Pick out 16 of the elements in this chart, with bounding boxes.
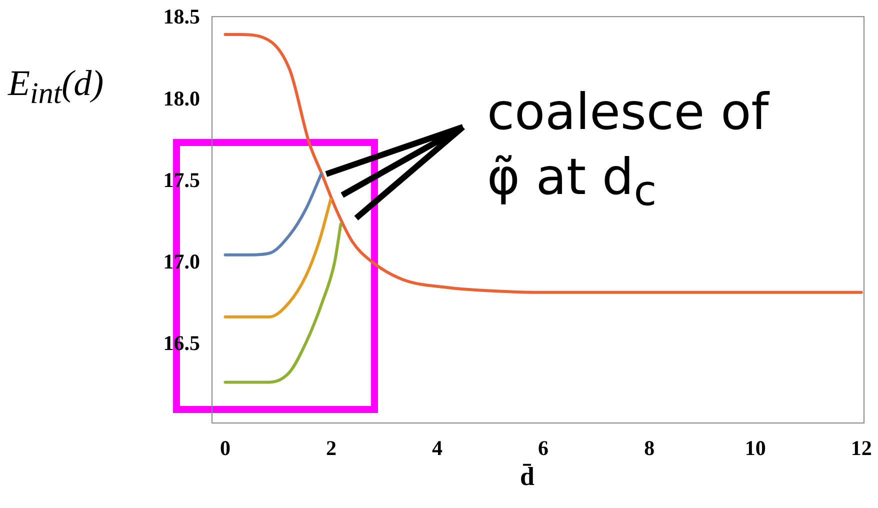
annotation: coalesce of φ̃ at d$_{c}$ bbox=[487, 82, 771, 217]
y-axis-title: E$_{int}$(d) bbox=[8, 62, 104, 112]
line-series bbox=[224, 172, 323, 256]
line-series bbox=[224, 33, 863, 294]
x-tick-label: 4 bbox=[432, 436, 444, 460]
x-tick-label: 12 bbox=[850, 436, 872, 460]
line-series bbox=[224, 222, 342, 384]
x-tick-label: 8 bbox=[644, 436, 655, 460]
x-tick-label: 6 bbox=[538, 436, 549, 460]
x-tick-label: 2 bbox=[326, 436, 337, 460]
x-tick-label: 0 bbox=[220, 436, 230, 460]
line-series bbox=[224, 198, 332, 318]
x-tick-label: 10 bbox=[744, 436, 766, 460]
y-tick-label: 18.0 bbox=[163, 86, 200, 110]
y-tick-label: 18.5 bbox=[163, 4, 200, 29]
x-axis-title: d̄ bbox=[520, 462, 534, 492]
